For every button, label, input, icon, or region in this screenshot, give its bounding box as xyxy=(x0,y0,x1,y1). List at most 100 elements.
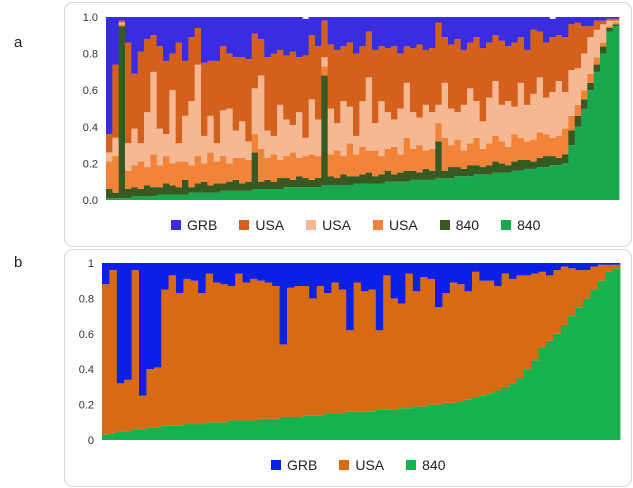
bar-segment-usa-s1-c24 xyxy=(279,344,288,417)
bar-segment-usa-s2-c69 xyxy=(543,134,550,157)
bar-segment-840-s1-c69 xyxy=(543,156,550,168)
bar-segment-grb-s2-c69 xyxy=(612,263,621,265)
bar-segment-840-s0-c35 xyxy=(327,185,335,200)
bar-segment-840-s1-c31 xyxy=(302,178,310,188)
bar-segment-grb-s2-c35 xyxy=(361,263,369,292)
bar-segment-usa-s3-c68 xyxy=(536,77,544,133)
bar-segment-840-s0-c49 xyxy=(464,399,473,440)
bar-segment-usa-s2-c78 xyxy=(600,42,607,47)
bar-segment-usa-s2-c19 xyxy=(226,163,234,182)
bar-segment-840-s0-c76 xyxy=(587,90,595,200)
bar-segment-usa-s2-c24 xyxy=(258,148,265,182)
y-tick-label: 0.0 xyxy=(83,195,98,207)
bar-segment-usa-s4-c67 xyxy=(530,29,538,94)
bar-segment-grb-s5-c42 xyxy=(372,17,379,50)
bar-segment-840-s0-c46 xyxy=(397,181,405,200)
bar-segment-grb-s5-c24 xyxy=(258,17,265,39)
bar-segment-usa-s2-c9 xyxy=(163,156,170,184)
bar-segment-usa-s3-c24 xyxy=(258,75,265,149)
legend-label: USA xyxy=(322,217,351,233)
bar-segment-840-s0-c56 xyxy=(516,378,525,440)
bar-segment-grb-s2-c37 xyxy=(375,263,384,331)
bar-segment-usa-s2-c15 xyxy=(201,163,208,182)
bar-segment-usa-s2-c63 xyxy=(505,146,512,166)
bar-segment-usa-s2-c2 xyxy=(118,24,126,27)
legend-item-840: 840 xyxy=(501,217,540,233)
bar-segment-usa-s4-c9 xyxy=(163,60,170,135)
bar-segment-usa-s1-c35 xyxy=(361,291,369,412)
bar-segment-840-s0-c69 xyxy=(543,167,550,200)
legend-label: USA xyxy=(388,217,418,233)
bar-segment-840-s1-c39 xyxy=(353,176,360,184)
bar-segment-grb-s5-c67 xyxy=(530,17,538,30)
bar-segment-840-s1-c75 xyxy=(581,99,588,109)
bar-segment-grb-s2-c21 xyxy=(257,263,266,281)
bar-segment-usa-s2-c57 xyxy=(467,143,474,166)
bar-segment-usa-s2-c65 xyxy=(517,137,525,160)
bar-segment-840-s0-c50 xyxy=(422,179,430,200)
bar-segment-usa-s4-c73 xyxy=(568,24,576,71)
bar-segment-usa-s3-c41 xyxy=(365,77,373,151)
bar-segment-grb-s5-c18 xyxy=(220,17,227,47)
bar-segment-usa-s3-c4 xyxy=(131,128,139,166)
legend-item-usa: USA xyxy=(372,217,418,233)
bar-segment-usa-s1-c61 xyxy=(553,270,562,334)
y-tick-label: 0.8 xyxy=(79,293,94,305)
bar-segment-usa-s4-c33 xyxy=(315,46,322,120)
bar-segment-840-s1-c77 xyxy=(593,64,601,72)
bar-segment-grb-s2-c63 xyxy=(568,263,576,269)
bar-segment-grb-s5-c2 xyxy=(118,17,126,21)
bar-segment-usa-s4-c42 xyxy=(372,49,379,124)
bar-segment-usa-s4-c72 xyxy=(562,37,569,93)
bar-segment-840-s0-c9 xyxy=(163,194,170,200)
bar-segment-840-s0-c44 xyxy=(427,404,436,440)
bar-segment-usa-s2-c34 xyxy=(321,66,329,76)
bar-segment-usa-s2-c51 xyxy=(429,148,436,171)
bar-segment-usa-s2-c38 xyxy=(346,143,354,177)
bar-segment-grb-s2-c44 xyxy=(427,263,436,279)
bar-segment-840-s1-c23 xyxy=(251,152,259,190)
bar-segment-grb-s5-c70 xyxy=(549,18,557,38)
legend-swatch xyxy=(339,460,350,470)
bar-segment-usa-s3-c73 xyxy=(568,70,576,116)
bar-segment-usa-s1-c45 xyxy=(435,307,443,405)
bar-segment-usa-s1-c47 xyxy=(449,282,458,403)
bar-segment-840-s0-c68 xyxy=(536,167,544,200)
bar-segment-usa-s1-c43 xyxy=(420,277,428,407)
bar-segment-usa-s3-c13 xyxy=(188,101,196,166)
bar-segment-840-s0-c0 xyxy=(106,198,113,200)
bar-segment-840-s1-c80 xyxy=(612,24,620,27)
bar-segment-usa-s3-c20 xyxy=(232,130,240,158)
legend-item-usa: USA xyxy=(339,457,384,473)
bar-segment-usa-s3-c54 xyxy=(448,108,455,146)
bar-segment-usa-s2-c40 xyxy=(359,146,367,175)
bar-segment-grb-s5-c54 xyxy=(448,17,455,45)
bar-segment-840-s0-c23 xyxy=(251,189,259,200)
bar-segment-840-s0-c35 xyxy=(361,411,369,440)
bar-segment-840-s0-c42 xyxy=(372,183,379,200)
bar-segment-840-s0-c54 xyxy=(501,386,510,440)
bar-segment-grb-s2-c5 xyxy=(139,263,147,396)
bar-segment-grb-s5-c61 xyxy=(492,17,500,36)
bar-segment-840-s0-c75 xyxy=(581,108,588,200)
legend-item-840: 840 xyxy=(406,457,446,473)
bar-segment-840-s1-c5 xyxy=(137,189,145,197)
bar-segment-840-s0-c57 xyxy=(523,369,532,440)
bar-segment-840-s0-c37 xyxy=(340,185,348,200)
bar-segment-usa-s4-c29 xyxy=(289,51,297,125)
bar-segment-840-s0-c8 xyxy=(156,194,164,200)
bar-segment-840-s1-c56 xyxy=(460,168,468,177)
bar-segment-usa-s4-c74 xyxy=(574,22,582,69)
bar-segment-usa-s4-c64 xyxy=(511,42,519,107)
bar-segment-usa-s2-c49 xyxy=(416,145,424,173)
legend-swatch xyxy=(239,220,250,230)
y-tick-label: 0.2 xyxy=(79,400,94,412)
bar-segment-grb-s2-c59 xyxy=(538,263,547,272)
bar-segment-grb-s2-c7 xyxy=(153,263,162,368)
bar-segment-usa-s3-c9 xyxy=(163,134,170,157)
bar-segment-grb-s5-c57 xyxy=(467,17,474,43)
bar-segment-840-s1-c25 xyxy=(264,179,272,190)
bar-segment-usa-s3-c12 xyxy=(182,115,189,162)
bar-segment-840-s0-c10 xyxy=(169,194,177,200)
bar-segment-840-s1-c47 xyxy=(403,170,411,182)
